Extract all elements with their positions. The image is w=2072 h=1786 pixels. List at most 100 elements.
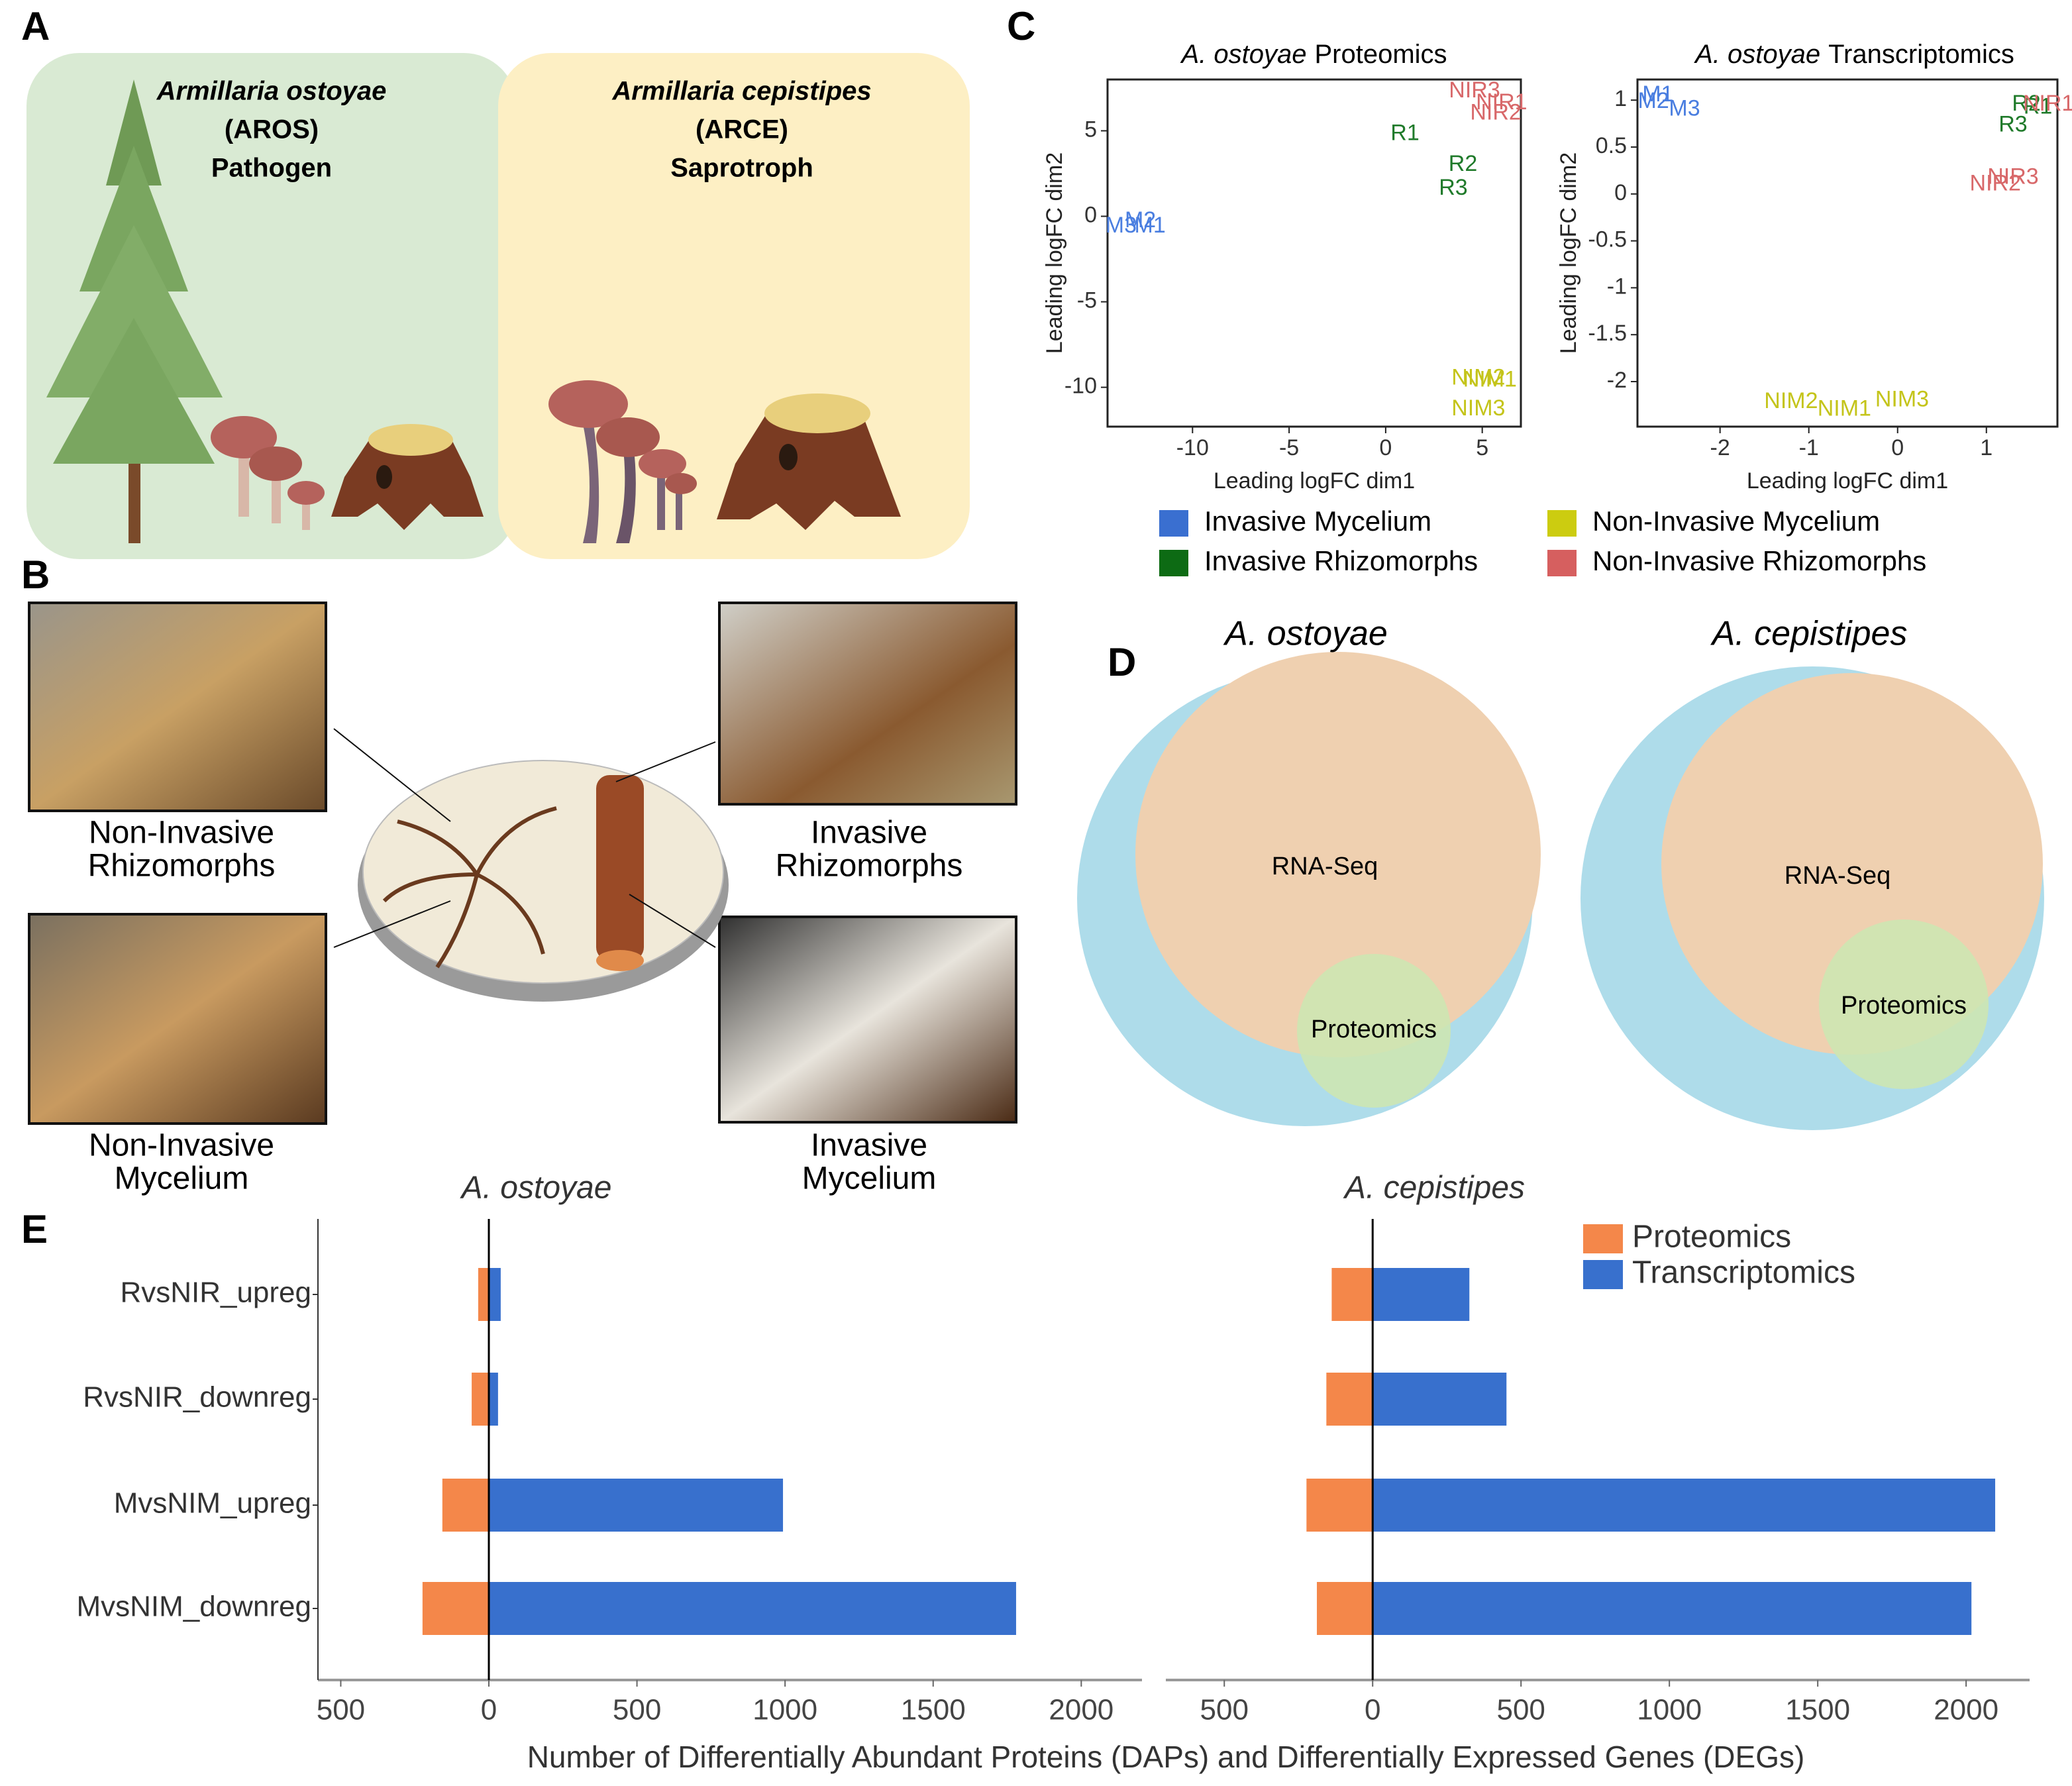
x-tick-label: 1000 — [1637, 1694, 1702, 1726]
sample-label: Non-Invasive — [89, 815, 274, 851]
x-tick-label: 0 — [1365, 1694, 1380, 1726]
photo — [28, 602, 327, 812]
bar — [489, 1268, 501, 1321]
bar — [1373, 1582, 1972, 1635]
x-axis-label: Number of Differentially Abundant Protei… — [527, 1740, 1805, 1774]
x-tick-label: 500 — [317, 1694, 365, 1726]
legend-label: Transcriptomics — [1632, 1255, 1855, 1290]
y-tick-label: 0 — [1084, 202, 1097, 227]
venn-label: RNA-Seq — [1785, 862, 1891, 890]
venn-label: Proteomics — [1311, 1016, 1437, 1043]
category-label: RvsNIR_downreg — [83, 1381, 311, 1414]
photo — [28, 913, 327, 1125]
bar — [1373, 1479, 1996, 1532]
point-label: NIM2 — [1764, 388, 1818, 413]
legend-label: Invasive Mycelium — [1204, 505, 1431, 537]
point-label: M1 — [1135, 213, 1166, 238]
y-tick-label: -1.5 — [1588, 321, 1627, 346]
panel-label: C — [1007, 4, 1035, 48]
point-label: NIM2 — [1451, 365, 1505, 390]
legend-swatch — [1547, 550, 1577, 576]
point-label: NIM3 — [1875, 386, 1929, 411]
organism-name: Armillaria ostoyae — [156, 77, 387, 106]
point-label: M2 — [1638, 88, 1669, 113]
y-tick-label: -5 — [1077, 288, 1097, 313]
bar — [422, 1582, 490, 1635]
y-tick-label: -0.5 — [1588, 227, 1627, 252]
title-rest: Proteomics — [1314, 40, 1447, 69]
x-tick-label: 5 — [1476, 435, 1488, 460]
chart-title: A. ostoyae — [460, 1171, 612, 1206]
sample-label: Mycelium — [115, 1161, 249, 1196]
point-label: NIR1 — [2023, 91, 2072, 116]
point-label: R2 — [1449, 151, 1477, 176]
panel-label: B — [21, 552, 50, 597]
legend-swatch — [1547, 510, 1577, 537]
bar — [1373, 1373, 1507, 1426]
legend-swatch — [1583, 1260, 1623, 1289]
point-label: NIR3 — [1987, 164, 2038, 189]
petri-dish — [333, 728, 729, 1002]
x-tick-label: -10 — [1176, 435, 1209, 460]
venn-title: A. cepistipes — [1710, 615, 1908, 653]
point-label: R2 — [2012, 91, 2040, 116]
bar — [478, 1268, 490, 1321]
point-label: M2 — [1125, 207, 1156, 233]
point-label: M3 — [1106, 213, 1137, 238]
organism-lifestyle: Pathogen — [211, 154, 332, 183]
y-axis-label: Leading logFC dim2 — [1556, 152, 1581, 354]
organism-code: (ARCE) — [696, 115, 788, 144]
title-species: A. ostoyae — [1694, 40, 1820, 69]
sample-label: Invasive — [811, 815, 927, 851]
x-tick-label: 1500 — [1785, 1694, 1850, 1726]
connector — [333, 728, 451, 822]
x-axis-label: Leading logFC dim1 — [1747, 468, 1948, 494]
y-tick-label: 1 — [1614, 86, 1627, 111]
y-tick-label: 0.5 — [1596, 133, 1627, 158]
bar — [489, 1373, 498, 1426]
bar — [1331, 1268, 1373, 1321]
legend-swatch — [1159, 550, 1188, 576]
y-tick-label: 5 — [1084, 117, 1097, 142]
point-label: R1 — [2024, 93, 2052, 119]
x-axis-label: Leading logFC dim1 — [1214, 468, 1415, 494]
point-label: NIR2 — [1969, 171, 2020, 196]
photo — [718, 602, 1017, 806]
y-tick-label: 0 — [1614, 180, 1627, 205]
x-tick-label: 2000 — [1049, 1694, 1114, 1726]
venn-label: RNA-Seq — [1272, 853, 1378, 880]
connector — [615, 741, 716, 782]
point-label: NIM3 — [1451, 395, 1505, 421]
sample-label: Rhizomorphs — [88, 849, 276, 884]
stump-illustration — [331, 394, 901, 530]
x-tick-label: 1 — [1980, 435, 1993, 460]
chart-title: A. ostoyae Proteomics — [1180, 40, 1447, 69]
title-rest: Transcriptomics — [1828, 40, 2014, 69]
organism-code: (AROS) — [225, 115, 319, 144]
venn-label: Proteomics — [1841, 992, 1967, 1020]
x-tick-label: 1500 — [901, 1694, 966, 1726]
x-tick-label: 0 — [1379, 435, 1392, 460]
y-tick-label: -1 — [1607, 274, 1627, 299]
point-label: M3 — [1669, 95, 1700, 121]
title-species: A. ostoyae — [1180, 40, 1306, 69]
sample-label: Non-Invasive — [89, 1128, 274, 1163]
photo — [718, 916, 1017, 1124]
bar — [1306, 1479, 1373, 1532]
point-label: NIR1 — [1476, 89, 1527, 115]
legend-swatch — [1159, 510, 1188, 537]
bar — [489, 1582, 1016, 1635]
x-tick-label: -2 — [1710, 435, 1730, 460]
tree-illustration — [46, 79, 223, 543]
y-tick-label: -10 — [1064, 374, 1097, 399]
x-tick-label: 0 — [1891, 435, 1904, 460]
x-tick-label: -5 — [1279, 435, 1299, 460]
y-axis-label: Leading logFC dim2 — [1042, 152, 1067, 354]
x-tick-label: 500 — [1496, 1694, 1545, 1726]
chart-title: A. ostoyae Transcriptomics — [1694, 40, 2014, 69]
point-label: NIR3 — [1449, 78, 1500, 103]
point-label: NIR2 — [1470, 100, 1521, 125]
panel-label: A — [21, 4, 50, 48]
organism-lifestyle: Saprotroph — [670, 154, 813, 183]
